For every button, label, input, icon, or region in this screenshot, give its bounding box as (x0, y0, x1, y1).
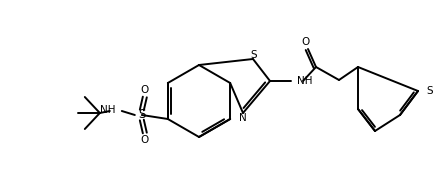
Text: O: O (141, 85, 149, 95)
Text: S: S (251, 50, 257, 60)
Text: S: S (426, 86, 433, 96)
Text: O: O (302, 37, 310, 47)
Text: N: N (239, 113, 247, 123)
Text: NH: NH (297, 76, 312, 86)
Text: NH: NH (100, 105, 116, 115)
Text: O: O (141, 135, 149, 145)
Text: S: S (138, 108, 146, 121)
